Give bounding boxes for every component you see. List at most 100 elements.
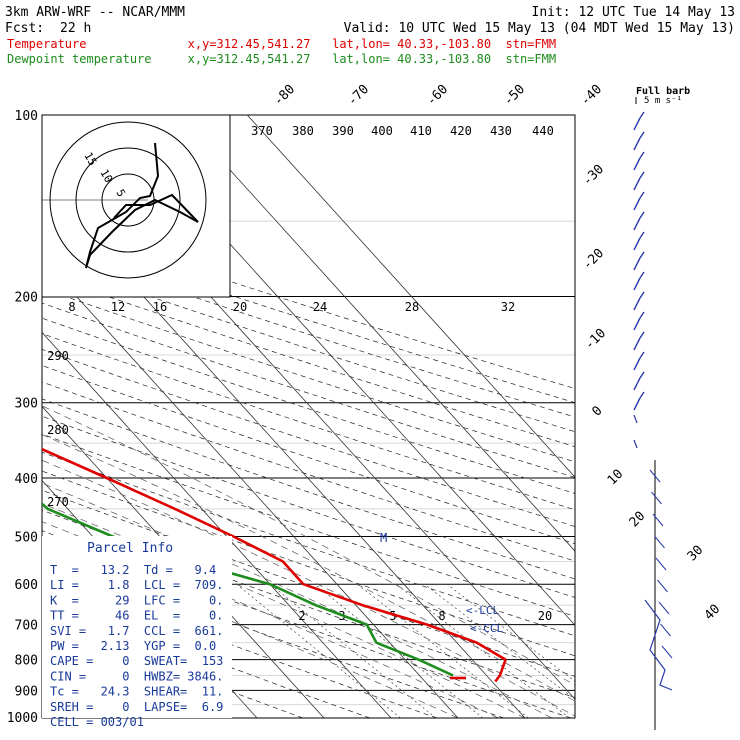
parcel-info-row: Tc = 24.3 SHEAR= 11.: [50, 685, 223, 699]
isotherm-line: [42, 257, 459, 718]
dry-adiabat-line: [42, 273, 575, 448]
valid-time: Valid: 10 UTC Wed 15 May 13 (04 MDT Wed …: [344, 21, 735, 36]
parcel-info-row: T = 13.2 Td = 9.4: [50, 563, 216, 577]
parcel-info-row: K = 29 LFC = 0.: [50, 593, 223, 607]
moist-adiabat-line: [42, 434, 575, 702]
mixing-ratio-label: 24: [313, 300, 327, 314]
pressure-tick-label: 300: [15, 397, 38, 412]
right-isotherm-label: 0: [589, 403, 605, 419]
wind-barb-shaft: [633, 217, 641, 231]
legend-dewpoint: Dewpoint temperature x,y=312.45,541.27 l…: [7, 52, 556, 66]
wind-barb-shaft: [633, 177, 641, 191]
pressure-tick-label: 800: [15, 654, 38, 669]
parcel-info-row: PW = 2.13 YGP = 0.0: [50, 639, 216, 653]
moist-adiabat-line: [42, 459, 575, 717]
moist-adiabat-line: [42, 503, 526, 718]
pressure-tick-label: 200: [15, 291, 38, 306]
full-barb-units-label: 5 m s⁻¹: [644, 96, 682, 106]
theta-e-label: 430: [490, 124, 512, 138]
parcel-info-row: SREH = 0 LAPSE= 6.9: [50, 700, 223, 714]
wind-barb-shaft: [633, 337, 641, 351]
wind-barb-shaft: [657, 579, 668, 593]
moist-adiabat-line: [42, 482, 552, 718]
mixing-ratio-line: [357, 583, 529, 718]
isotherm-line: [246, 115, 575, 478]
wind-barb-flag: [639, 331, 645, 339]
wind-barb-flag: [639, 371, 645, 379]
pressure-tick-label: 900: [15, 684, 38, 699]
lcl-marker-label: <-LCL: [466, 604, 499, 617]
top-isotherm-label: -40: [578, 82, 605, 109]
theta-e-label: 400: [371, 124, 393, 138]
dry-adiabat-line: [42, 415, 575, 598]
lower-mixing-label: 8: [438, 609, 445, 623]
ccl-marker-label: <-CCL: [470, 622, 503, 635]
lower-mixing-label: 5: [389, 609, 396, 623]
pressure-tick-label: 600: [15, 578, 38, 593]
wind-barb-shaft: [651, 491, 662, 505]
pressure-tick-label: 500: [15, 530, 38, 545]
pressure-tick-label: 1000: [7, 711, 38, 726]
dry-adiabat-line: [42, 509, 575, 698]
parcel-info-panel: Parcel Info T = 13.2 Td = 9.4LI = 1.8 LCL…: [42, 536, 232, 729]
legend-temperature: Temperature x,y=312.45,541.27 lat,lon= 4…: [7, 37, 556, 51]
parcel-info-row: CELL = 003/01: [50, 715, 144, 729]
top-isotherm-label: -70: [345, 82, 372, 109]
dry-adiabat-line: [42, 398, 575, 580]
theta-e-label: 370: [251, 124, 273, 138]
mixing-ratio-line: [446, 583, 575, 682]
mixing-ratio-line: [424, 583, 575, 700]
wind-barb-cluster: [644, 599, 673, 691]
lower-mixing-label: 2: [298, 609, 305, 623]
wind-barb-shaft: [654, 535, 665, 549]
top-isotherm-label: -50: [501, 82, 528, 109]
dry-adiabat-line: [42, 317, 575, 494]
parcel-m-marker: M: [380, 531, 387, 545]
parcel-info-row: CIN = 0 HWBZ= 3846.: [50, 669, 223, 683]
wind-barb-flag: [639, 251, 645, 259]
wind-barb-shaft: [661, 645, 673, 659]
mixing-ratio-label: 28: [405, 300, 419, 314]
mixing-ratio-label: 16: [153, 300, 167, 314]
theta-e-label: 410: [410, 124, 432, 138]
top-isotherm-label: -60: [424, 82, 451, 109]
right-isotherm-label: 30: [685, 543, 707, 565]
hodograph-ring-label: 10: [97, 167, 115, 185]
theta-e-label: 420: [450, 124, 472, 138]
top-isotherm-label: -80: [271, 82, 298, 109]
right-isotherm-label: 10: [605, 467, 627, 489]
dry-adiabat-line: [42, 231, 575, 404]
right-isotherm-label: -10: [582, 326, 609, 353]
parcel-info-row: LI = 1.8 LCL = 709.: [50, 578, 223, 592]
wind-barb-flag: [639, 151, 645, 159]
dry-adiabat-line: [42, 489, 575, 677]
mixing-ratio-line: [314, 583, 484, 718]
isotherm-line: [42, 331, 392, 718]
wind-barb-flag: [639, 171, 645, 179]
hodograph-ring-label: 15: [81, 150, 99, 168]
wind-barb-shaft: [658, 601, 670, 615]
forecast-hour: 22 h: [60, 21, 91, 36]
lower-mixing-label: 20: [538, 609, 552, 623]
plot-border: [41, 114, 576, 719]
left-theta-label: 290: [47, 349, 69, 363]
pressure-tick-label: 400: [15, 472, 38, 487]
wind-barb-shaft: [633, 397, 641, 411]
wind-barb-flag: [639, 311, 645, 319]
right-isotherm-label: -30: [580, 162, 607, 189]
wind-barb-shaft: [633, 317, 641, 331]
parcel-info-row: SVI = 1.7 CCL = 661.: [50, 624, 223, 638]
sounding-series: [42, 447, 507, 683]
init-time: Init: 12 UTC Tue 14 May 13: [532, 5, 736, 20]
wind-barb-shaft: [649, 469, 661, 483]
right-isotherm-label: -20: [580, 246, 607, 273]
theta-e-label: 380: [292, 124, 314, 138]
forecast-label: Fcst:: [5, 21, 44, 36]
parcel-info-row: TT = 46 EL = 0.: [50, 609, 223, 623]
mixing-ratio-line: [236, 583, 401, 718]
dry-adiabat-line: [42, 349, 575, 527]
wind-barb-flag: [639, 111, 645, 119]
wind-barb-flag: [639, 231, 645, 239]
left-theta-label: 280: [47, 423, 69, 437]
